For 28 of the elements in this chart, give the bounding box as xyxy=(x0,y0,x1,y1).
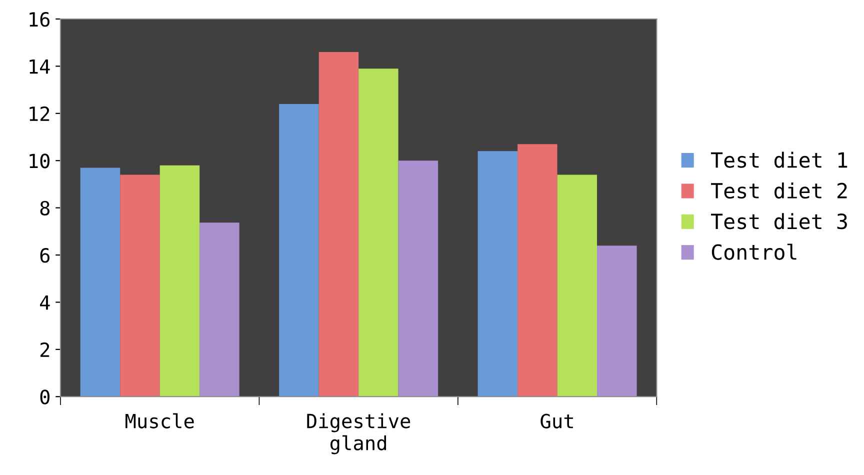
legend-label: Test diet 2 xyxy=(710,182,847,199)
y-tick-label: 0 xyxy=(40,390,50,404)
bar xyxy=(358,68,398,397)
bar xyxy=(557,174,598,397)
legend-label: Test diet 1 xyxy=(710,152,848,168)
y-tick-label: 14 xyxy=(30,59,50,74)
legend-label: Test diet 3 xyxy=(710,213,847,230)
bar xyxy=(597,246,637,397)
y-tick-label: 2 xyxy=(40,342,50,357)
y-tick-label: 10 xyxy=(30,154,50,168)
bar xyxy=(120,174,160,397)
bar xyxy=(318,52,359,397)
x-tick-label: Gut xyxy=(540,414,573,428)
bar xyxy=(398,160,438,397)
y-tick-label: 8 xyxy=(40,200,50,216)
y-tick-label: 16 xyxy=(30,12,50,27)
y-tick-label: 6 xyxy=(40,248,50,263)
x-tick-label: Digestive gland xyxy=(307,413,410,454)
y-tick-label: 12 xyxy=(30,106,50,121)
legend-label: Control xyxy=(712,244,796,260)
y-tick-label: 4 xyxy=(40,295,50,310)
bar xyxy=(478,151,518,397)
bar xyxy=(200,222,240,397)
bar xyxy=(80,168,120,397)
bar xyxy=(279,104,319,397)
bar xyxy=(160,165,200,397)
bar xyxy=(518,144,558,397)
x-tick-label: Muscle xyxy=(126,413,194,428)
